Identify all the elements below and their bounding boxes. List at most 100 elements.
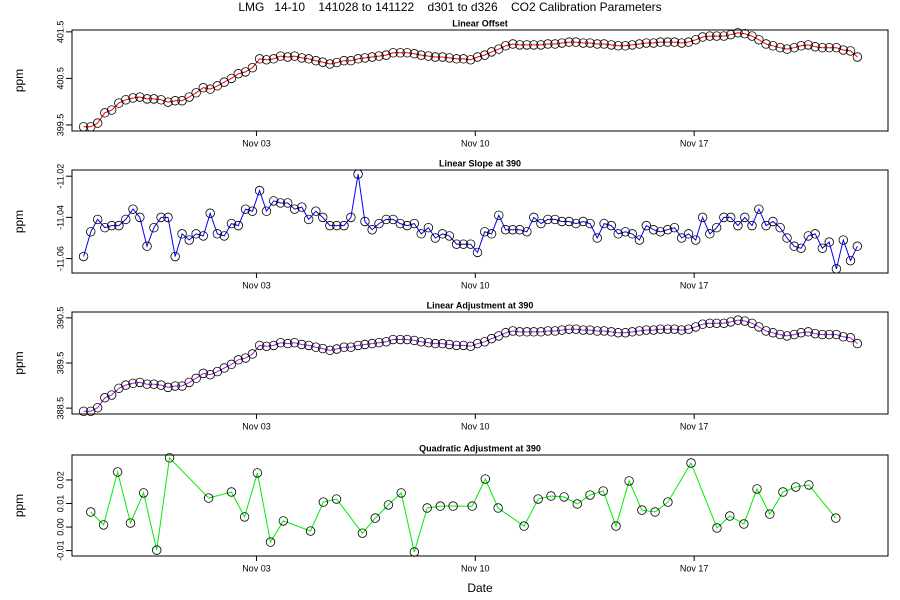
data-point [297,339,307,350]
data-point [184,235,194,245]
data-point [402,48,412,58]
data-point [226,487,237,497]
data-point [198,368,209,379]
data-point [374,51,384,61]
y-axis-label: ppm [12,494,26,517]
data-point [711,318,722,328]
data-point [367,338,377,349]
data-point [697,32,708,42]
data-point [212,229,223,239]
data-point [519,521,529,531]
y-tick-label: -11.04 [55,205,65,230]
data-point [754,322,764,332]
data-point [641,38,652,48]
data-point [648,225,659,235]
data-point [451,340,462,351]
data-point [529,327,539,337]
data-point [803,40,813,50]
data-point [705,31,715,41]
data-point [458,340,469,351]
data-point [719,31,729,41]
data-point [543,326,553,336]
data-point [254,54,265,64]
data-point [283,198,293,208]
panel-title: Linear Adjustment at 390 [427,300,534,310]
data-point [733,28,743,38]
data-point [711,31,722,41]
data-point [571,37,581,47]
data-point [543,39,553,49]
data-point [599,218,609,229]
data-point [283,338,293,349]
data-point [191,229,201,239]
data-point [571,324,581,334]
data-point [303,54,314,64]
data-point [360,53,370,63]
data-point [268,54,279,64]
panel-title: Linear Slope at 390 [439,158,521,168]
data-point [817,243,828,253]
data-point [768,328,778,338]
data-point [305,526,316,536]
data-point [754,204,764,214]
data-point [683,37,694,47]
y-tick-label: 388.5 [55,397,65,420]
data-point [683,229,694,239]
data-point [163,97,173,107]
data-point [437,338,448,349]
data-point [611,521,621,531]
data-point [339,220,349,231]
data-point [381,50,391,60]
y-tick-label: -0.01 [55,540,65,561]
data-point [191,88,201,98]
data-point [789,241,799,251]
data-point [430,233,440,243]
data-point [529,40,539,50]
data-point [156,212,166,223]
data-point [557,216,567,227]
data-point [494,210,504,221]
data-point [768,41,778,51]
data-line [83,174,858,270]
data-point [283,52,293,62]
data-point [719,318,729,328]
data-point [219,77,229,87]
data-point [311,206,321,216]
data-point [416,50,426,60]
data-point [205,208,215,218]
data-point [107,390,117,400]
data-point [585,325,595,335]
data-point [142,379,152,389]
data-point [409,335,420,346]
data-point [135,377,145,388]
data-point [275,337,286,348]
data-point [550,214,560,225]
data-point [219,231,229,241]
data-point [669,222,680,233]
data-point [480,474,491,484]
data-point [564,216,574,227]
data-point [831,42,842,53]
data-point [163,382,173,393]
data-point [472,52,483,62]
data-line [83,319,858,412]
data-point [725,511,735,521]
data-point [78,406,89,416]
data-point [752,484,762,494]
data-point [550,39,560,49]
data-point [395,334,405,345]
data-point [240,204,251,214]
data-point [754,35,764,45]
y-tick-label: 0.00 [55,518,65,536]
data-point [409,49,420,59]
data-point [265,537,276,547]
data-point [662,324,673,334]
data-point [289,51,300,61]
data-point [634,39,645,49]
data-point [578,325,588,335]
data-point [705,229,715,239]
data-point [817,42,828,53]
data-point [712,523,722,533]
data-point [789,329,799,340]
